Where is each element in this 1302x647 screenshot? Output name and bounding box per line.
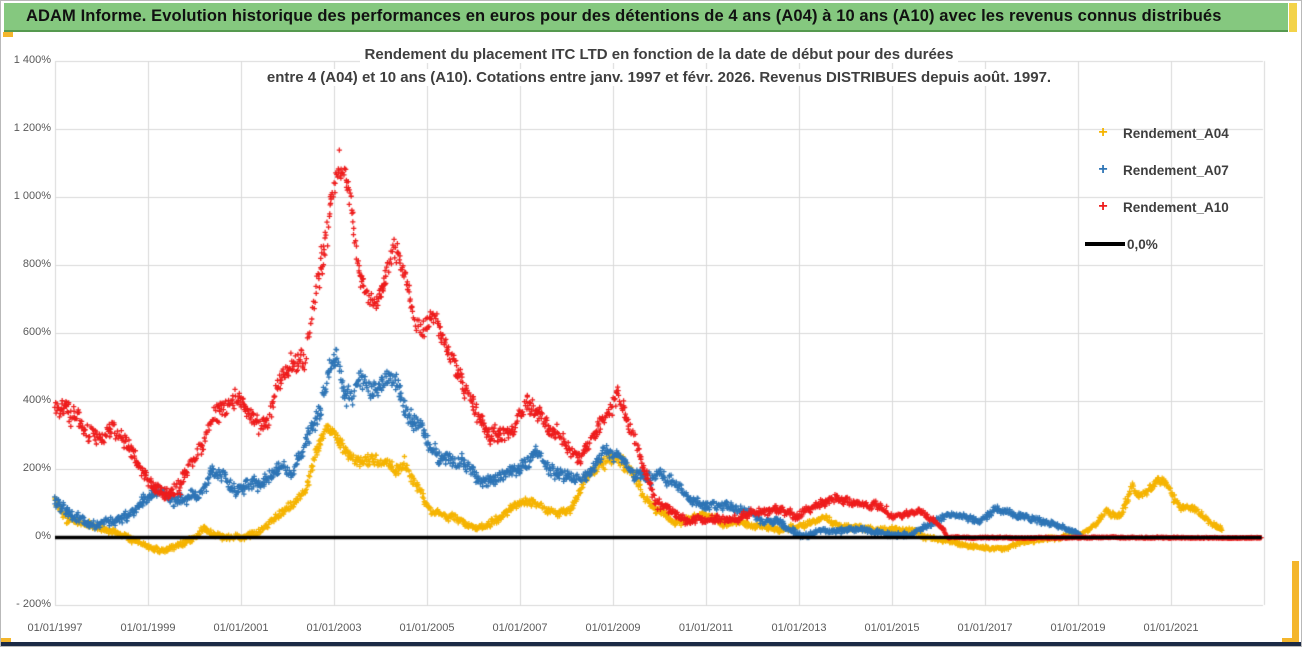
y-axis-tick-label: 0% [35, 530, 51, 542]
x-axis-tick-label: 01/01/2003 [306, 622, 362, 634]
legend-label: Rendement_A07 [1123, 162, 1229, 178]
legend-label: Rendement_A10 [1123, 199, 1229, 215]
legend-label: 0,0% [1127, 236, 1158, 252]
legend-label: Rendement_A04 [1123, 125, 1229, 141]
y-axis-tick-label: 1 400% [13, 54, 51, 66]
x-axis-tick-label: 01/01/2017 [957, 622, 1013, 634]
legend-entry-rendement-a10[interactable]: + Rendement_A10 [1085, 195, 1229, 219]
x-axis-tick-label: 01/01/2001 [213, 622, 269, 634]
x-axis-tick-label: 01/01/2011 [678, 622, 734, 634]
chart-title: Rendement du placement ITC LTD en foncti… [55, 43, 1263, 89]
x-axis-tick-label: 01/01/1999 [120, 622, 176, 634]
x-axis-tick-label: 01/01/2021 [1143, 622, 1199, 634]
x-axis-tick-label: 01/01/1997 [27, 622, 83, 634]
legend-entry-0-0-[interactable]: 0,0% [1085, 232, 1158, 256]
chart-title-line1: Rendement du placement ITC LTD en foncti… [359, 46, 959, 63]
y-axis-tick-label: 1 000% [13, 190, 51, 202]
legend-plus-marker-icon: + [1098, 161, 1108, 178]
x-axis-tick-label: 01/01/2007 [492, 622, 548, 634]
y-axis-tick-label: 1 200% [13, 122, 51, 134]
x-axis-tick-label: 01/01/2015 [864, 622, 920, 634]
legend-entry-rendement-a07[interactable]: + Rendement_A07 [1085, 158, 1229, 182]
x-axis-tick-label: 01/01/2009 [585, 622, 641, 634]
x-axis-tick-label: 01/01/2019 [1050, 622, 1106, 634]
y-axis-tick-label: 400% [22, 394, 51, 406]
legend-line-swatch-icon [1085, 242, 1125, 246]
y-axis-tick-label: 800% [22, 258, 51, 270]
legend-plus-marker-icon: + [1098, 198, 1108, 215]
y-axis-tick-label: - 200% [16, 598, 51, 610]
x-axis-tick-label: 01/01/2013 [771, 622, 827, 634]
x-axis-tick-label: 01/01/2005 [399, 622, 455, 634]
legend-plus-marker-icon: + [1098, 124, 1108, 141]
y-axis-tick-label: 600% [22, 326, 51, 338]
chart-title-line2: entre 4 (A04) et 10 ans (A10). Cotations… [261, 69, 1057, 86]
legend-entry-rendement-a04[interactable]: + Rendement_A04 [1085, 121, 1229, 145]
y-axis-tick-label: 200% [22, 462, 51, 474]
